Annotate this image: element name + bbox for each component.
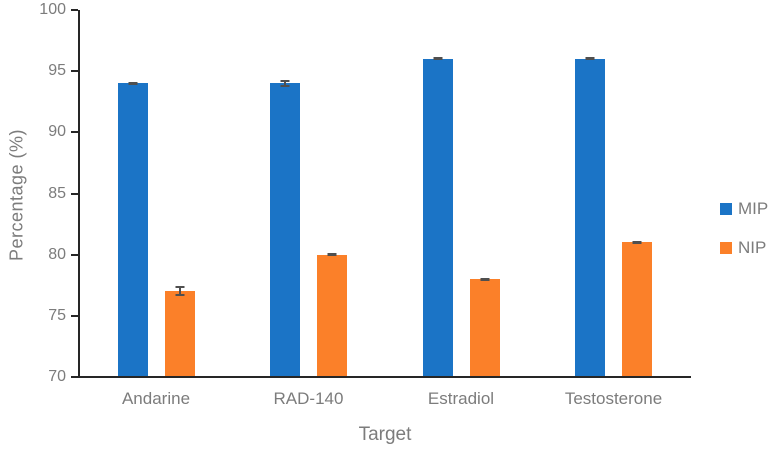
y-tick-100 [71, 9, 78, 11]
error-bar-mip-testosterone [575, 57, 605, 61]
error-bar-cap-top [280, 79, 290, 82]
y-tick-label-80: 80 [48, 245, 66, 263]
error-bar-nip-andarine [165, 286, 195, 297]
x-category-label-rad-140: RAD-140 [273, 389, 344, 408]
error-bar-cap-bottom [632, 242, 642, 245]
bar-mip-estradiol [422, 58, 453, 376]
y-tick-label-100: 100 [39, 1, 66, 18]
y-tick-90 [71, 131, 78, 134]
legend-item-mip: MIP [720, 200, 768, 218]
error-bar-nip-estradiol [470, 277, 500, 281]
y-tick-85 [71, 192, 78, 195]
bar-nip-andarine [164, 291, 195, 376]
bar-nip-testosterone [622, 242, 653, 376]
bar-mip-testosterone [575, 58, 606, 376]
x-axis-title: Target [358, 424, 412, 445]
error-bar-cap-bottom [327, 254, 337, 257]
error-bar-mip-andarine [118, 81, 148, 86]
error-bar-cap-bottom [480, 278, 490, 281]
bar-mip-rad-140 [270, 83, 301, 376]
error-bar-mip-rad-140 [270, 79, 300, 88]
x-category-label-estradiol: Estradiol [427, 389, 495, 408]
y-tick-70 [71, 376, 78, 378]
error-bar-stem [178, 286, 181, 297]
error-bar-cap-top [128, 81, 138, 84]
error-bar-cap-bottom [585, 58, 595, 61]
y-tick-label-75: 75 [48, 306, 66, 324]
y-tick-label-90: 90 [48, 123, 66, 141]
y-axis-line [78, 10, 80, 377]
legend-label-nip: NIP [738, 238, 767, 257]
y-tick-80 [71, 253, 78, 256]
error-bar-stem [284, 79, 287, 88]
error-bar-cap-bottom [128, 83, 138, 86]
legend-item-nip: NIP [720, 239, 766, 257]
legend-label-mip: MIP [738, 199, 769, 218]
y-tick-label-95: 95 [48, 62, 66, 80]
error-bar-nip-rad-140 [317, 252, 347, 257]
legend-swatch-mip [720, 203, 732, 215]
error-bar-cap-top [175, 286, 185, 289]
error-bar-cap-bottom [280, 85, 290, 88]
error-bar-nip-testosterone [622, 240, 652, 245]
x-category-label-andarine: Andarine [121, 389, 191, 408]
error-bar-cap-bottom [175, 294, 185, 297]
plot-area: 100 95 90 85 80 75 70 [39, 1, 691, 385]
x-category-label-testosterone: Testosterone [564, 389, 663, 408]
legend-swatch-nip [720, 242, 732, 254]
bar-nip-rad-140 [317, 254, 348, 376]
error-bar-cap-top [632, 240, 642, 243]
y-tick-95 [71, 70, 78, 73]
y-tick-75 [71, 314, 78, 317]
error-bar-cap-top [327, 252, 337, 255]
error-bar-cap-bottom [433, 58, 443, 61]
bar-nip-estradiol [469, 279, 500, 376]
error-bar-mip-estradiol [423, 57, 453, 61]
y-tick-label-85: 85 [48, 184, 66, 202]
bar-mip-andarine [117, 83, 148, 376]
x-axis-line [72, 376, 691, 378]
y-tick-label-70: 70 [48, 368, 66, 385]
